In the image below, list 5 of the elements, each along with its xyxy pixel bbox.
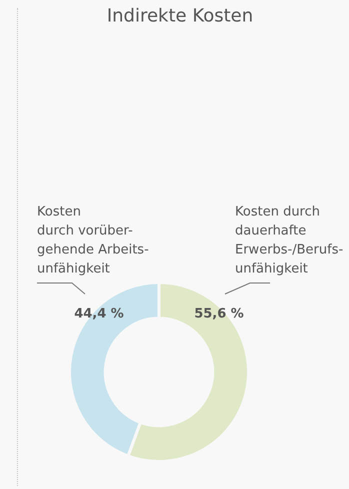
chart-title: Indirekte Kosten: [106, 6, 254, 27]
slice-label: Kosten durch vorüber- gehende Arbeits- unfähigkeit: [37, 204, 150, 276]
slice-label: Kosten durch dauerhafte Erwerbs-/Berufs- unfähigkeit: [235, 204, 344, 276]
data-label: 44,4 %: [74, 306, 124, 322]
data-label: 55,6 %: [194, 306, 244, 322]
